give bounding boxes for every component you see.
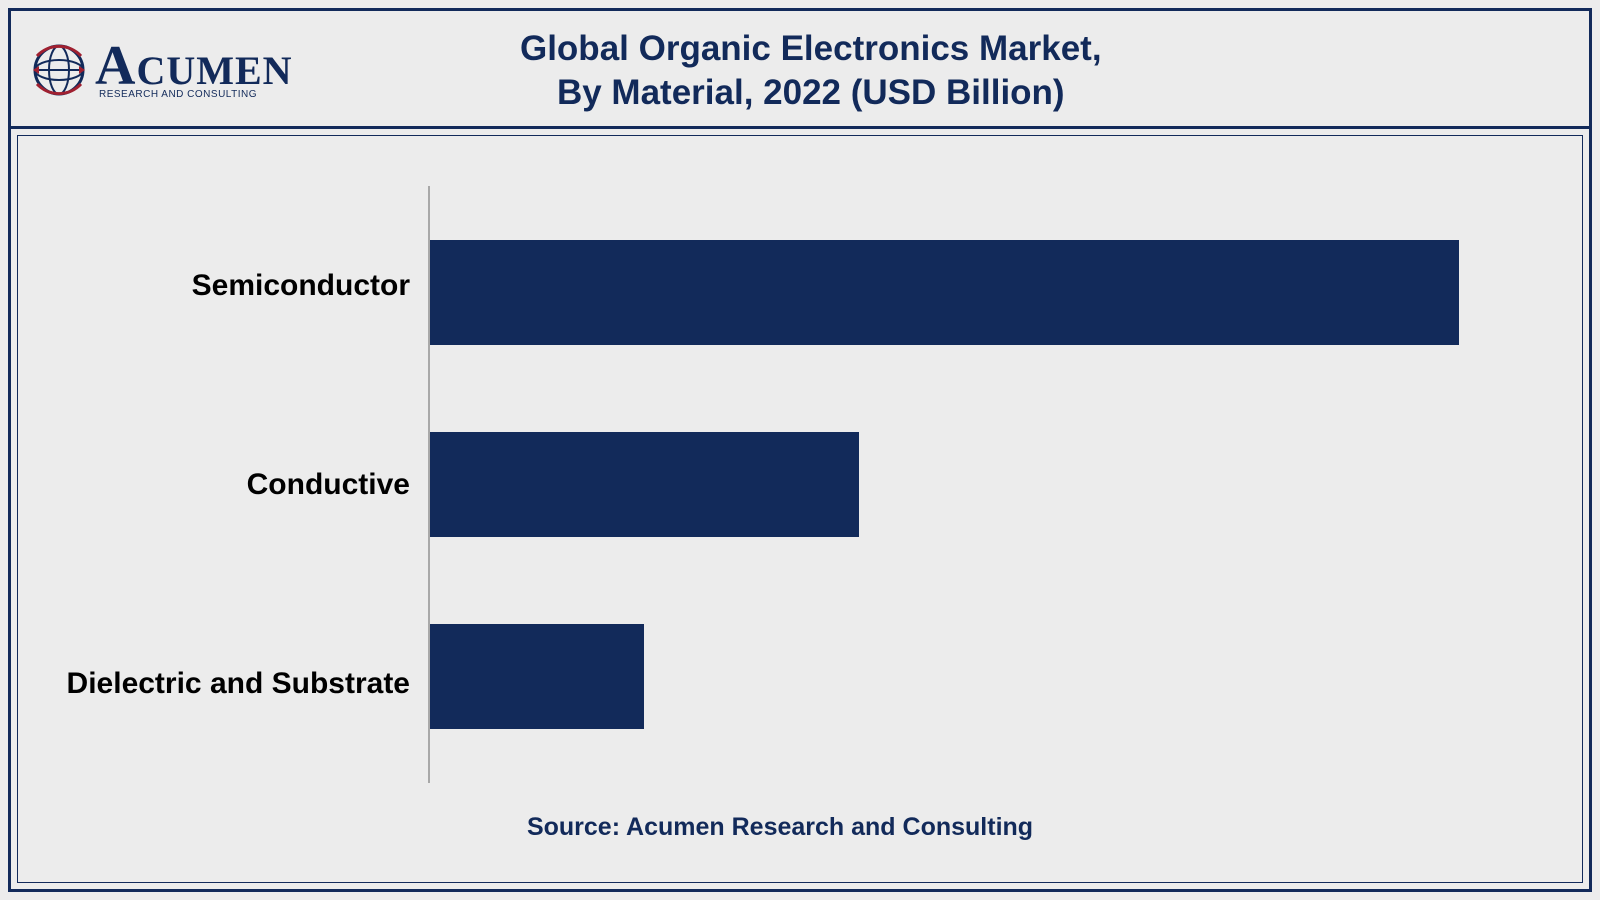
- bar-row: [430, 212, 1502, 372]
- logo: ACUMEN RESEARCH AND CONSULTING: [31, 41, 293, 100]
- bar-label: Conductive: [247, 405, 410, 565]
- bar-conductive: [430, 432, 859, 537]
- y-axis-labels: Semiconductor Conductive Dielectric and …: [58, 186, 428, 783]
- bar-semiconductor: [430, 240, 1459, 345]
- globe-icon: [31, 42, 87, 98]
- chart-title: Global Organic Electronics Market, By Ma…: [313, 27, 1569, 115]
- header-band: ACUMEN RESEARCH AND CONSULTING Global Or…: [11, 11, 1589, 129]
- logo-sub-text: RESEARCH AND CONSULTING: [99, 89, 257, 100]
- title-line-2: By Material, 2022 (USD Billion): [557, 73, 1065, 112]
- bar-row: [430, 404, 1502, 564]
- bar-label: Dielectric and Substrate: [67, 604, 410, 764]
- logo-text: ACUMEN RESEARCH AND CONSULTING: [95, 41, 293, 100]
- bar-label: Semiconductor: [192, 206, 410, 366]
- bar-row: [430, 597, 1502, 757]
- bars-area: [428, 186, 1502, 783]
- logo-main-text: ACUMEN: [95, 41, 293, 91]
- bar-dielectric-substrate: [430, 624, 644, 729]
- chart-frame: Semiconductor Conductive Dielectric and …: [17, 135, 1583, 883]
- outer-frame: ACUMEN RESEARCH AND CONSULTING Global Or…: [8, 8, 1592, 892]
- chart-outer: Semiconductor Conductive Dielectric and …: [11, 129, 1589, 889]
- plot-area: Semiconductor Conductive Dielectric and …: [58, 186, 1502, 783]
- source-text: Source: Acumen Research and Consulting: [58, 783, 1502, 852]
- title-line-1: Global Organic Electronics Market,: [520, 29, 1102, 68]
